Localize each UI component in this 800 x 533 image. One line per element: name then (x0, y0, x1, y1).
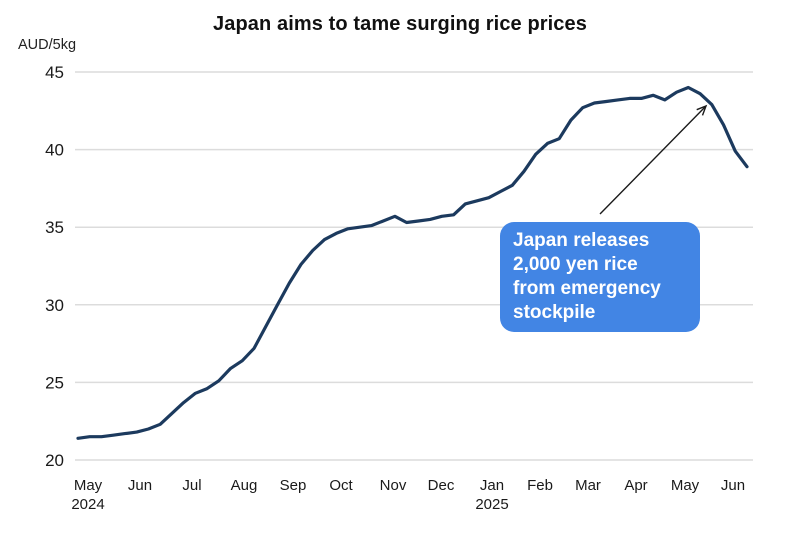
annotation-line: from emergency (513, 278, 661, 299)
y-tick-label: 30 (45, 296, 64, 315)
price-line (76, 85, 749, 440)
x-tick-label: May (74, 477, 103, 494)
x-tick-label: Dec (428, 477, 455, 494)
x-tick-label: Oct (329, 477, 353, 494)
annotation-arrowhead-icon (696, 104, 708, 116)
x-tick-label: May (671, 477, 700, 494)
x-tick-label: Jun (128, 477, 152, 494)
x-tick-label: Jan (480, 477, 504, 494)
annotation-callout: Japan releases 2,000 yen rice from emerg… (500, 222, 700, 332)
annotation-line: stockpile (513, 302, 596, 323)
y-tick-label: 45 (45, 63, 64, 82)
x-tick-label: Apr (624, 477, 647, 494)
y-axis-unit-label: AUD/5kg (18, 37, 77, 53)
x-tick-label: Nov (380, 477, 407, 494)
x-year-label: 2024 (71, 496, 104, 513)
chart-title: Japan aims to tame surging rice prices (213, 13, 587, 35)
x-tick-label: Mar (575, 477, 601, 494)
annotation-arrow (599, 105, 707, 215)
y-tick-label: 35 (45, 218, 64, 237)
x-tick-label: Feb (527, 477, 553, 494)
y-tick-label: 20 (45, 451, 64, 470)
x-tick-label: Aug (231, 477, 258, 494)
y-tick-label: 40 (45, 141, 64, 160)
x-tick-label: Sep (280, 477, 307, 494)
x-tick-label: Jul (182, 477, 201, 494)
annotation-line: Japan releases (513, 230, 650, 251)
x-year-label: 2025 (475, 496, 508, 513)
y-tick-label: 25 (45, 373, 64, 392)
x-tick-label: Jun (721, 477, 745, 494)
annotation-line: 2,000 yen rice (513, 254, 638, 275)
